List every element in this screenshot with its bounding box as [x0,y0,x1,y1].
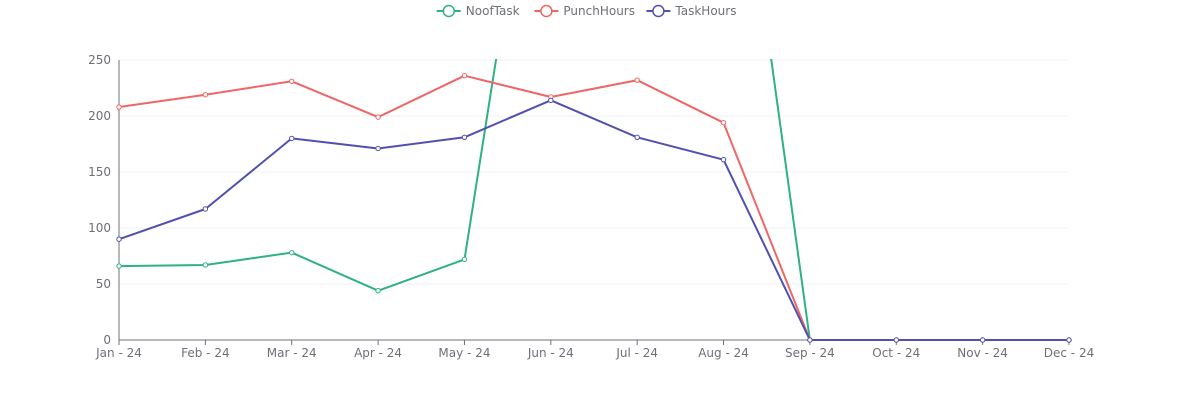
grid [119,59,1069,285]
x-tick-label: Aug - 24 [698,346,749,360]
data-point-nooftask [289,249,295,256]
x-tick-label: Jan - 24 [95,346,142,360]
x-tick-label: Jun - 24 [527,346,574,360]
data-point-taskhours [289,135,295,142]
legend-item-taskhours[interactable]: TaskHours [646,4,736,18]
series-line-nooftask [118,59,1069,341]
data-point-punchhours [116,104,122,110]
data-point-taskhours [375,145,381,152]
data-point-taskhours [893,337,899,343]
x-tick-label: Jul - 24 [615,346,658,360]
x-tick-label: Nov - 24 [957,346,1008,360]
data-point-punchhours [461,72,468,79]
x-tick-label: May - 24 [438,346,490,360]
y-tick-label: 150 [88,165,111,179]
y-tick-label: 100 [88,221,111,235]
series-line-punchhours [118,74,1069,341]
y-tick-label: 0 [103,333,111,347]
data-point-taskhours [1066,337,1072,343]
y-tick-label: 200 [88,109,111,123]
x-tick-label: Sep - 24 [785,346,835,360]
data-point-punchhours [202,92,209,98]
data-point-punchhours [289,78,295,84]
legend-label: NoofTask [466,4,520,18]
series-layer [118,59,1069,341]
data-point-nooftask [202,262,209,268]
legend-item-punchhours[interactable]: PunchHours [534,4,635,18]
x-axis: Jan - 24 Feb - 24 Mar - 24 Apr - 24 May - 24… [95,339,1094,360]
data-point-punchhours [375,114,381,120]
x-tick-label: Apr - 24 [354,346,402,360]
y-tick-label: 50 [96,277,111,291]
data-point-taskhours [116,236,122,242]
y-tick-label: 250 [88,53,111,67]
markers-layer [116,72,1072,343]
data-point-punchhours [634,77,640,83]
legend-swatch-circle [540,4,553,18]
data-point-nooftask [461,256,468,263]
legend-swatch-circle [652,4,665,18]
x-tick-label: Mar - 24 [267,346,317,360]
data-point-taskhours [979,337,986,343]
legend-swatch-circle [442,4,456,18]
y-axis: 0 50 100 150 200 250 [88,53,120,347]
legend[interactable]: NoofTask PunchHours TaskHours [436,4,737,18]
series-line-taskhours [118,99,1069,341]
data-point-taskhours [807,337,813,343]
x-tick-label: Feb - 24 [181,346,229,360]
x-tick-label: Oct - 24 [872,346,920,360]
legend-item-nooftask[interactable]: NoofTask [436,4,520,18]
data-point-taskhours [202,206,209,212]
legend-label: TaskHours [674,4,736,18]
data-point-taskhours [548,97,554,104]
data-point-nooftask [116,263,122,269]
data-point-taskhours [461,134,468,140]
data-point-nooftask [375,288,381,294]
legend-label: PunchHours [563,4,635,18]
data-point-taskhours [634,134,640,140]
data-point-taskhours [720,156,727,163]
x-tick-label: Dec - 24 [1044,346,1094,360]
data-point-punchhours [720,120,727,126]
